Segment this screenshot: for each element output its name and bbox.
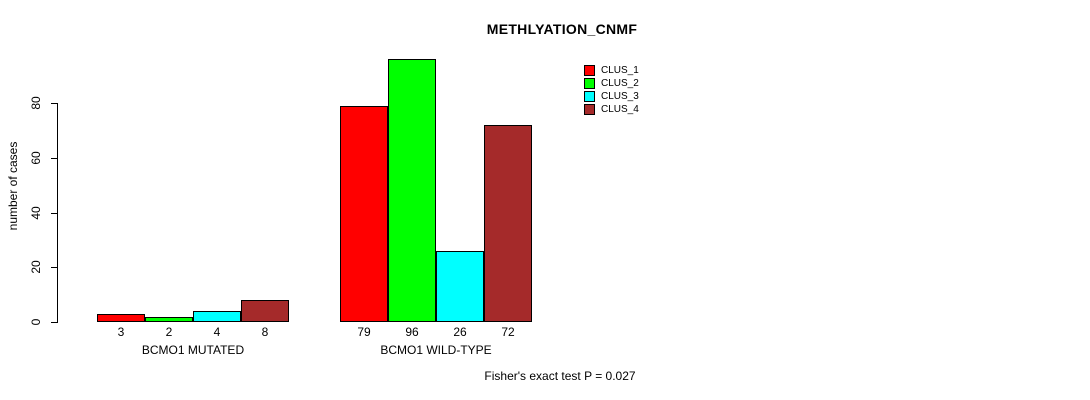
y-tick-label: 60 xyxy=(29,151,43,165)
bar-clus_3-mutated xyxy=(193,311,241,322)
legend-item-clus_3: CLUS_3 xyxy=(584,90,639,103)
y-tick-label: 0 xyxy=(29,318,43,326)
chart-title: METHLYATION_CNMF xyxy=(486,21,638,37)
bar-value-label: 4 xyxy=(213,325,221,339)
legend-item-clus_2: CLUS_2 xyxy=(584,77,639,90)
stat-annotation: Fisher's exact test P = 0.027 xyxy=(484,369,636,383)
y-tick xyxy=(51,267,57,269)
y-tick xyxy=(51,103,57,104)
bar-clus_1-wild-type xyxy=(340,106,388,322)
legend-label: CLUS_1 xyxy=(601,65,639,76)
bar-clus_2-wild-type xyxy=(388,59,436,322)
y-tick xyxy=(51,322,57,323)
bar-clus_2-mutated xyxy=(145,317,193,322)
y-tick xyxy=(51,157,57,159)
legend: CLUS_1 CLUS_2 CLUS_3 CLUS_4 xyxy=(584,64,639,116)
legend-label: CLUS_4 xyxy=(601,104,639,115)
legend-swatch-icon xyxy=(584,78,595,89)
legend-label: CLUS_2 xyxy=(601,78,639,89)
y-tick-label: 20 xyxy=(29,260,43,274)
bar-value-label: 72 xyxy=(501,325,515,339)
bar-value-label: 3 xyxy=(117,325,125,339)
y-tick-label: 80 xyxy=(29,96,43,110)
legend-item-clus_4: CLUS_4 xyxy=(584,103,639,116)
y-axis-line xyxy=(57,103,58,323)
legend-swatch-icon xyxy=(584,104,595,115)
legend-item-clus_1: CLUS_1 xyxy=(584,64,639,77)
group-label: BCMO1 WILD-TYPE xyxy=(380,343,492,357)
y-axis-label: number of cases xyxy=(6,141,20,231)
bar-clus_4-mutated xyxy=(241,300,289,322)
legend-swatch-icon xyxy=(584,65,595,76)
bar-value-label: 8 xyxy=(261,325,269,339)
bar-clus_4-wild-type xyxy=(484,125,532,322)
bar-value-label: 2 xyxy=(165,325,173,339)
y-tick-label: 40 xyxy=(29,205,43,220)
bar-value-label: 26 xyxy=(453,325,467,339)
group-label: BCMO1 MUTATED xyxy=(141,343,245,357)
bar-clus_3-wild-type xyxy=(436,251,484,322)
legend-label: CLUS_3 xyxy=(601,91,639,102)
bar-value-label: 96 xyxy=(405,325,419,339)
bar-value-label: 79 xyxy=(357,325,371,339)
legend-swatch-icon xyxy=(584,91,595,102)
y-tick xyxy=(51,212,57,214)
bar-clus_1-mutated xyxy=(97,314,145,322)
